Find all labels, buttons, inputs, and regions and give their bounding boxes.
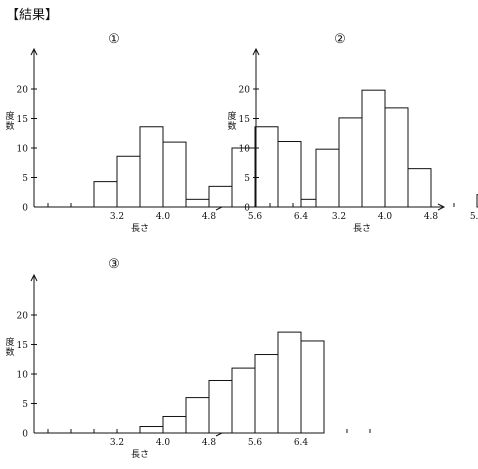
histogram-bar bbox=[338, 117, 363, 208]
x-tick-label: 4.0 bbox=[156, 438, 171, 448]
histogram-bar bbox=[361, 89, 386, 208]
histogram-bar bbox=[162, 415, 187, 434]
histogram-bar bbox=[277, 141, 302, 208]
y-axis-label: 度数 bbox=[227, 110, 236, 132]
y-tick-label: 15 bbox=[239, 115, 251, 125]
y-tick-label: 5 bbox=[22, 400, 28, 410]
histogram-bar bbox=[162, 141, 187, 208]
y-axis-label: 度数 bbox=[5, 336, 14, 358]
x-tick-label: 4.8 bbox=[202, 438, 217, 448]
y-tick-label: 20 bbox=[17, 312, 29, 322]
y-tick-label: 0 bbox=[22, 204, 28, 214]
histogram-panel-3: ③ 0 5 10 15 20 度数 3.2 4.0 4.8 5.6 6.4 長さ bbox=[5, 257, 371, 460]
y-axis-arrow bbox=[30, 47, 38, 56]
y-tick-label: 10 bbox=[17, 145, 29, 155]
x-tick-label: 5.6 bbox=[248, 438, 263, 448]
histogram-bar bbox=[254, 354, 279, 434]
histogram-bar bbox=[116, 155, 141, 208]
histogram-bar bbox=[185, 198, 210, 208]
histogram-bar bbox=[185, 397, 210, 434]
y-tick-label: 15 bbox=[17, 341, 29, 351]
y-tick-label: 10 bbox=[239, 145, 251, 155]
x-tick-label: 4.0 bbox=[156, 212, 171, 222]
histogram-panel-1: ① 0 5 10 15 20 度数 3.2 4.0 4.8 5.6 6.4 長さ bbox=[5, 32, 371, 234]
x-tick-label: 5.6 bbox=[470, 212, 478, 222]
x-tick-label: 5.6 bbox=[248, 212, 263, 222]
histogram-panel-2: ② 0 5 10 15 20 度数 3.2 4.0 4.8 5.6 6.4 長さ bbox=[227, 32, 478, 234]
y-axis-arrow bbox=[252, 47, 260, 56]
histogram-bar bbox=[407, 168, 432, 208]
x-tick-label: 4.0 bbox=[378, 212, 393, 222]
y-tick-label: 5 bbox=[244, 174, 250, 184]
x-axis-label: 長さ bbox=[131, 223, 149, 234]
y-tick-label: 5 bbox=[22, 174, 28, 184]
chart-title: ② bbox=[334, 32, 346, 47]
x-tick-label: 3.2 bbox=[110, 438, 124, 448]
y-axis-arrow bbox=[30, 273, 38, 282]
x-tick-label: 3.2 bbox=[332, 212, 346, 222]
x-tick-label: 3.2 bbox=[110, 212, 124, 222]
x-tick-label: 6.4 bbox=[294, 438, 309, 448]
x-axis-label: 長さ bbox=[353, 223, 371, 234]
chart-title: ③ bbox=[108, 257, 120, 272]
y-tick-label: 0 bbox=[22, 430, 28, 440]
histogram-bar bbox=[208, 185, 233, 208]
x-tick-label: 6.4 bbox=[294, 212, 309, 222]
histogram-bar bbox=[231, 367, 256, 434]
x-tick-label: 4.8 bbox=[202, 212, 217, 222]
x-tick-label: 4.8 bbox=[424, 212, 439, 222]
histogram-bar bbox=[208, 379, 233, 434]
results-heading: 【結果】 bbox=[6, 8, 59, 23]
histogram-bar bbox=[139, 126, 164, 208]
x-axis-arrow bbox=[437, 203, 446, 211]
x-axis-label: 長さ bbox=[131, 449, 149, 460]
histogram-bar bbox=[300, 340, 325, 434]
y-axis-label: 度数 bbox=[5, 110, 14, 132]
y-tick-label: 0 bbox=[244, 204, 250, 214]
y-tick-label: 10 bbox=[17, 371, 29, 381]
histogram-bar bbox=[315, 148, 340, 208]
y-tick-label: 20 bbox=[239, 86, 251, 96]
y-tick-label: 15 bbox=[17, 115, 29, 125]
chart-title: ① bbox=[108, 32, 120, 47]
histogram-bar bbox=[93, 181, 118, 208]
histogram-bar bbox=[254, 126, 279, 208]
histogram-bar bbox=[277, 331, 302, 434]
y-tick-label: 20 bbox=[17, 86, 29, 96]
histogram-bar bbox=[139, 426, 164, 434]
histogram-bar bbox=[384, 107, 409, 208]
